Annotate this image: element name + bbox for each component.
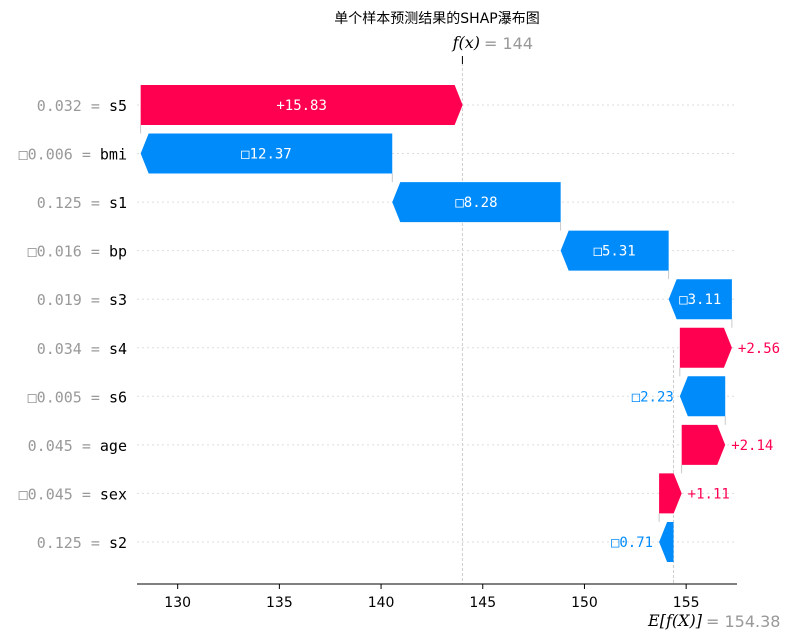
feature-label-sex: □0.045 = sex <box>19 485 127 503</box>
shap-bar-age <box>681 424 726 465</box>
x-axis: 130 135 140 145 150 155 <box>137 583 737 611</box>
feature-label-bmi: □0.006 = bmi <box>19 146 127 164</box>
feature-labels-layer: 0.032 = s5 □0.006 = bmi 0.125 = s1 □0.016 =… <box>19 97 127 552</box>
feature-name: age <box>100 437 127 455</box>
shap-bar-bmi <box>140 133 393 174</box>
bar-value-label-s2: □0.71 <box>611 535 653 551</box>
feature-value: □0.016 = <box>28 243 109 261</box>
bar-value-label-bmi: □12.37 <box>241 147 292 163</box>
feature-value: 0.045 = <box>28 437 100 455</box>
feature-value: 0.034 = <box>37 340 109 358</box>
x-tick-label: 155 <box>673 595 700 611</box>
bar-value-label-s6: □2.23 <box>632 389 674 405</box>
expected-value-label: E[f(X)] <box>647 611 703 630</box>
feature-name: s3 <box>109 291 127 309</box>
bar-value-label-bp: □5.31 <box>594 244 636 260</box>
feature-value: □0.005 = <box>28 388 109 406</box>
feature-label-s6: □0.005 = s6 <box>28 388 127 406</box>
feature-value: 0.019 = <box>37 291 109 309</box>
bar-value-label-age: +2.14 <box>731 438 773 454</box>
x-tick-label: 150 <box>571 595 598 611</box>
x-tick-label: 135 <box>266 595 293 611</box>
bar-value-label-s1: □8.28 <box>455 195 497 211</box>
shap-bar-bp <box>560 230 669 271</box>
feature-value: □0.006 = <box>19 146 100 164</box>
shap-bar-s1 <box>392 182 561 223</box>
feature-name: s4 <box>109 340 127 358</box>
feature-label-s4: 0.034 = s4 <box>37 340 127 358</box>
x-tick-label: 145 <box>469 595 496 611</box>
x-tick-label: 130 <box>164 595 191 611</box>
shap-bar-s4 <box>679 327 732 368</box>
feature-name: s2 <box>109 534 127 552</box>
shap-bar-s3 <box>668 279 732 320</box>
feature-name: s5 <box>109 97 127 115</box>
chart-title: 单个样本预测结果的SHAP瀑布图 <box>334 11 539 27</box>
feature-label-s1: 0.125 = s1 <box>37 194 127 212</box>
feature-value: 0.125 = <box>37 194 109 212</box>
bar-value-label-s4: +2.56 <box>738 341 780 357</box>
feature-name: bp <box>109 243 127 261</box>
feature-label-s3: 0.019 = s3 <box>37 291 127 309</box>
feature-value: 0.032 = <box>37 97 109 115</box>
fx-value: = 144 <box>484 34 533 53</box>
shap-bar-s5 <box>140 85 463 125</box>
feature-label-s5: 0.032 = s5 <box>37 97 127 115</box>
shap-bar-s2 <box>659 521 674 562</box>
shap-bar-s6 <box>679 376 726 417</box>
bar-value-label-s3: □3.11 <box>679 292 721 308</box>
expected-value: = 154.38 <box>706 612 780 631</box>
shap-bar-sex <box>659 473 682 514</box>
feature-value: 0.125 = <box>37 534 109 552</box>
feature-name: s1 <box>109 194 127 212</box>
bar-value-label-sex: +1.11 <box>688 486 730 502</box>
x-tick-label: 140 <box>368 595 395 611</box>
feature-value: □0.045 = <box>19 485 100 503</box>
feature-name: s6 <box>109 388 127 406</box>
feature-label-age: 0.045 = age <box>28 437 127 455</box>
bars-layer: +15.83 □12.37 □8.28 □5.31 □3.11 +2.56 □2.23 +2.… <box>140 85 780 562</box>
feature-label-bp: □0.016 = bp <box>28 243 127 261</box>
feature-label-s2: 0.125 = s2 <box>37 534 127 552</box>
fx-label: f(x) <box>452 33 480 52</box>
feature-name: bmi <box>100 146 127 164</box>
bar-value-label-s5: +15.83 <box>276 98 327 114</box>
feature-name: sex <box>100 485 127 503</box>
